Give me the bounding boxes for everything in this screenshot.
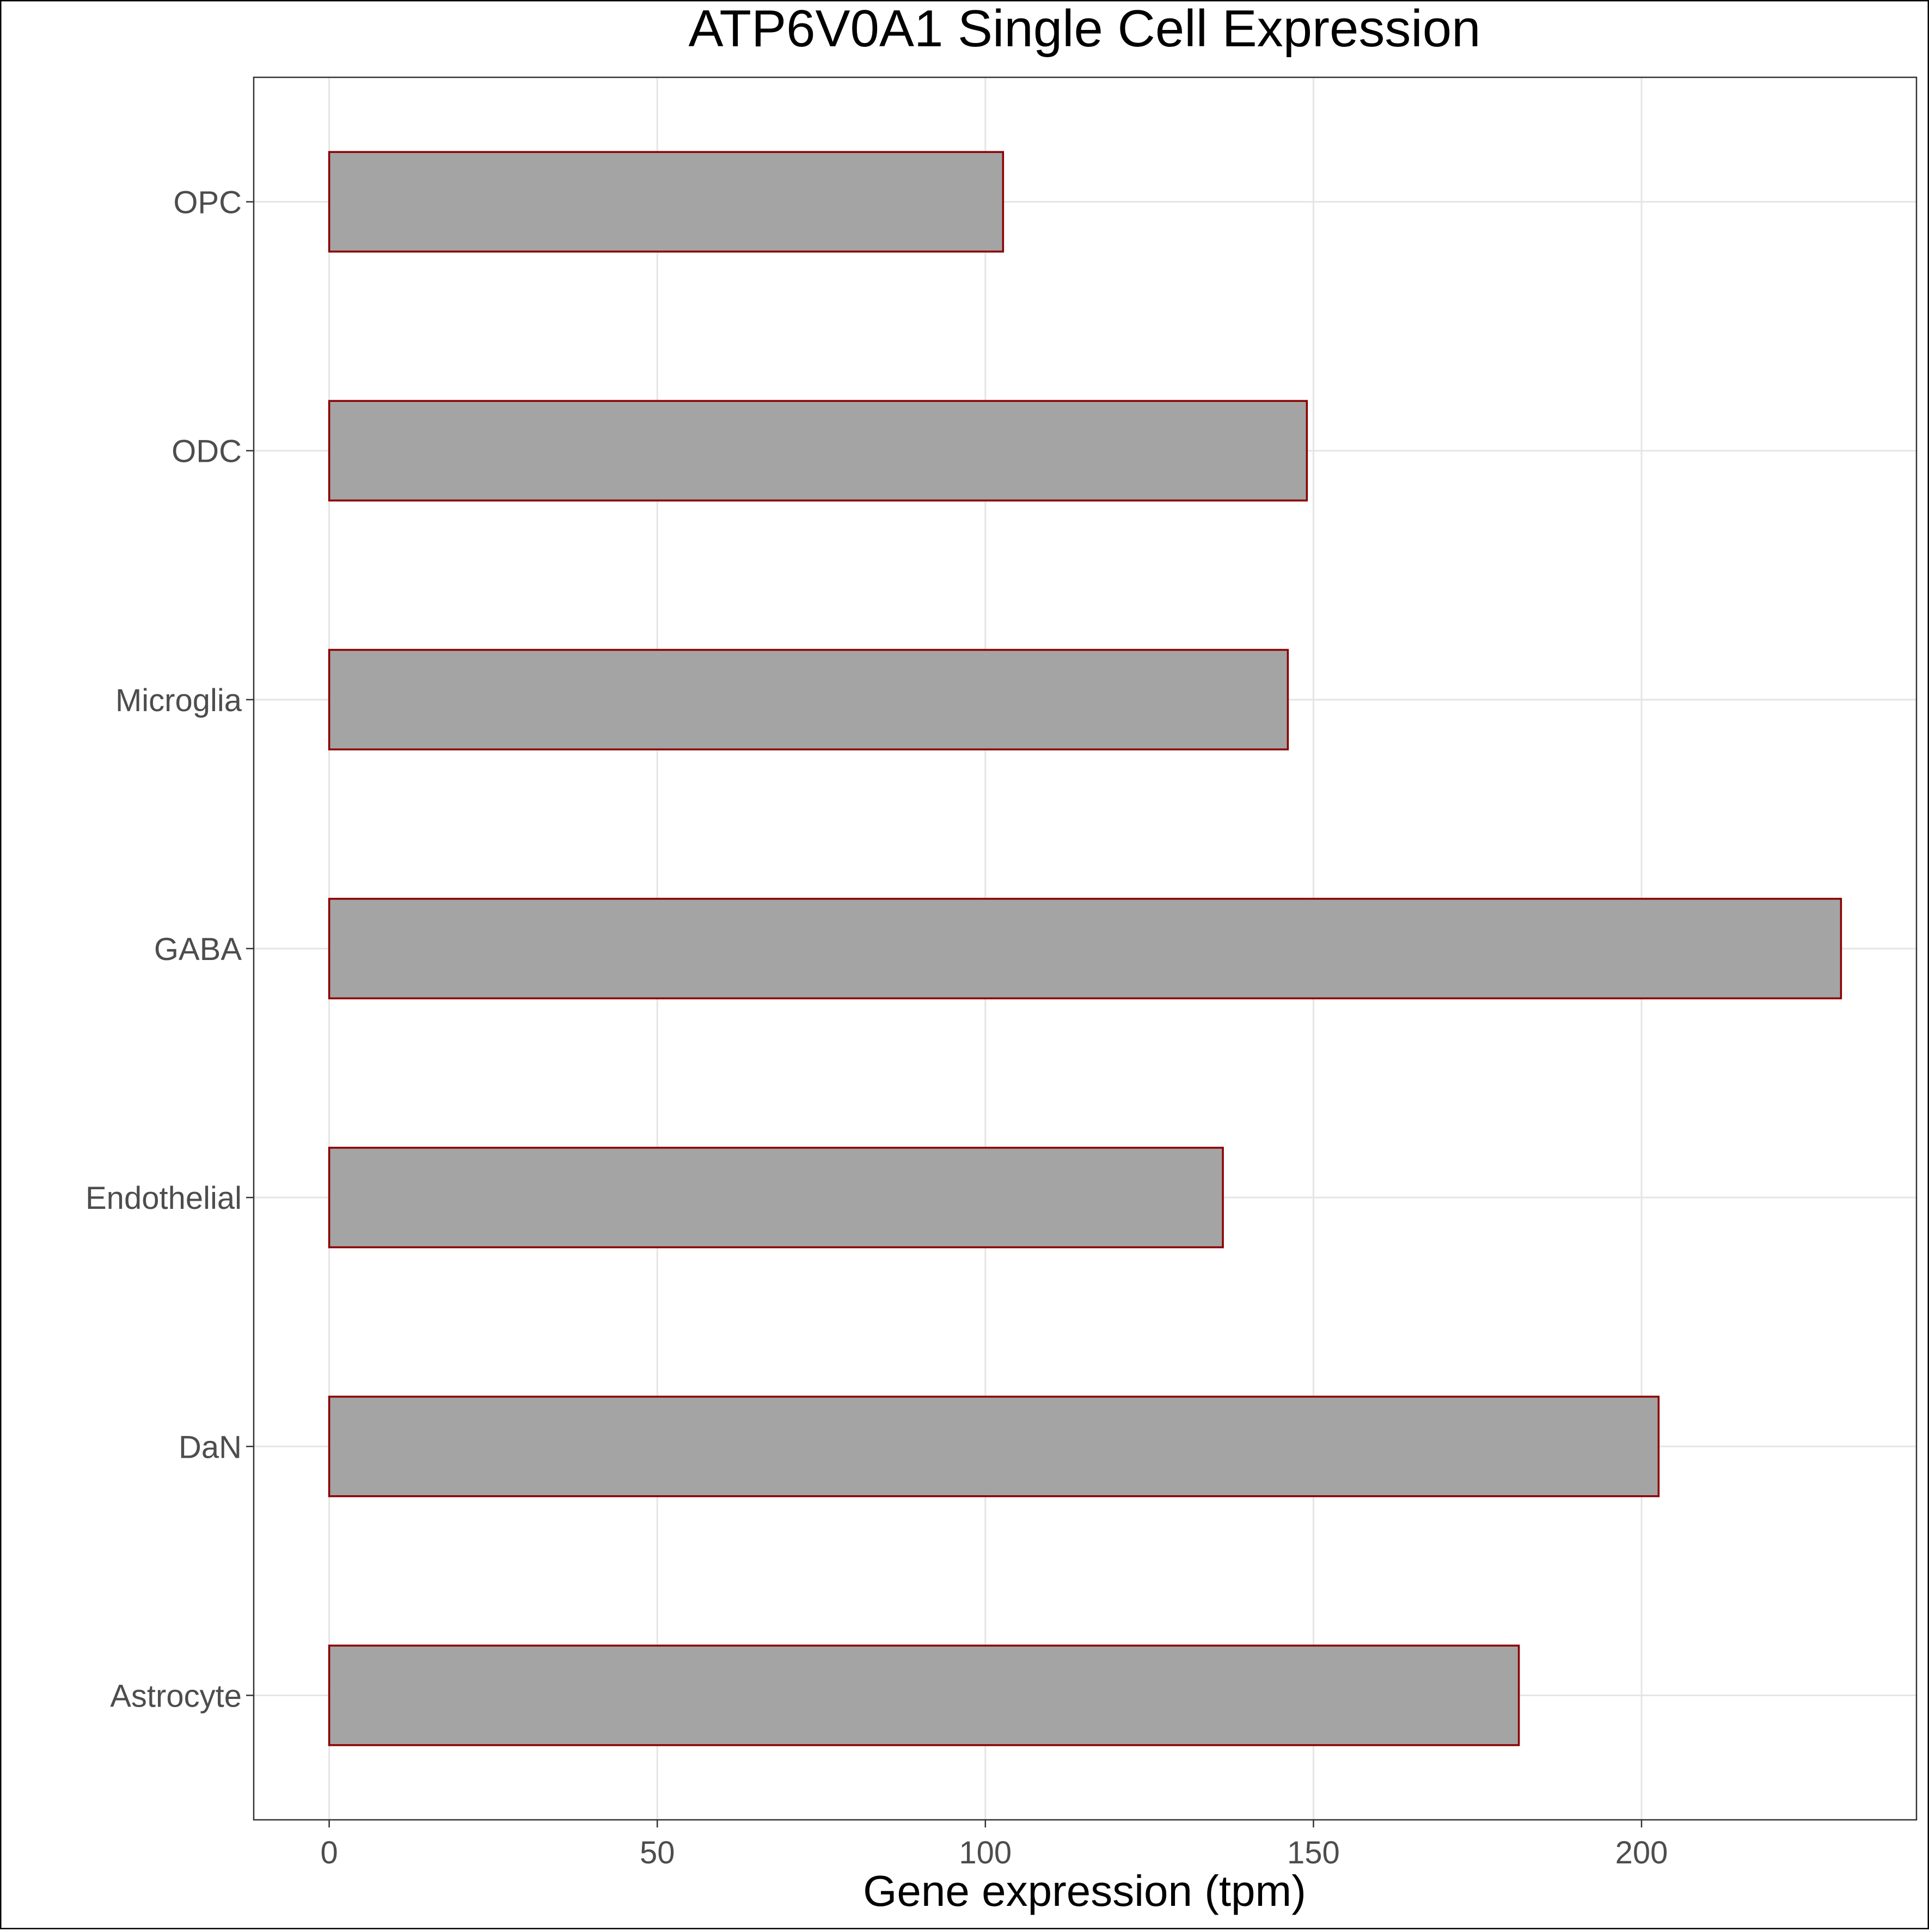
y-tick-label: OPC [173, 185, 242, 221]
y-tick-label: Astrocyte [110, 1678, 242, 1714]
y-tick-label: GABA [154, 932, 242, 967]
y-tick-label: Microglia [115, 683, 242, 718]
y-tick-label: DaN [179, 1429, 242, 1465]
y-tick-label: Endothelial [85, 1181, 242, 1216]
x-tick-label: 0 [320, 1835, 338, 1870]
x-tick-label: 150 [1287, 1835, 1340, 1870]
bar-microglia [328, 649, 1289, 751]
bars [328, 151, 1842, 1746]
bar-odc [328, 400, 1308, 502]
x-tick-label: 100 [959, 1835, 1012, 1870]
x-axis-title: Gene expression (tpm) [863, 1867, 1306, 1915]
bar-opc [328, 151, 1005, 253]
chart-title: ATP6V0A1 Single Cell Expression [689, 0, 1481, 58]
x-tick-label: 200 [1615, 1835, 1668, 1870]
bar-dan [328, 1396, 1660, 1497]
y-tick-labels: Astrocyte DaN Endothelial GABA Microglia ODC O… [85, 185, 254, 1714]
bar-astrocyte [328, 1644, 1520, 1746]
x-tick-label: 50 [640, 1835, 675, 1870]
x-tick-labels: 0 50 100 150 200 [320, 1820, 1668, 1870]
y-tick-label: ODC [172, 434, 242, 469]
bar-endothelial [328, 1146, 1224, 1249]
bar-gaba [328, 897, 1842, 1000]
